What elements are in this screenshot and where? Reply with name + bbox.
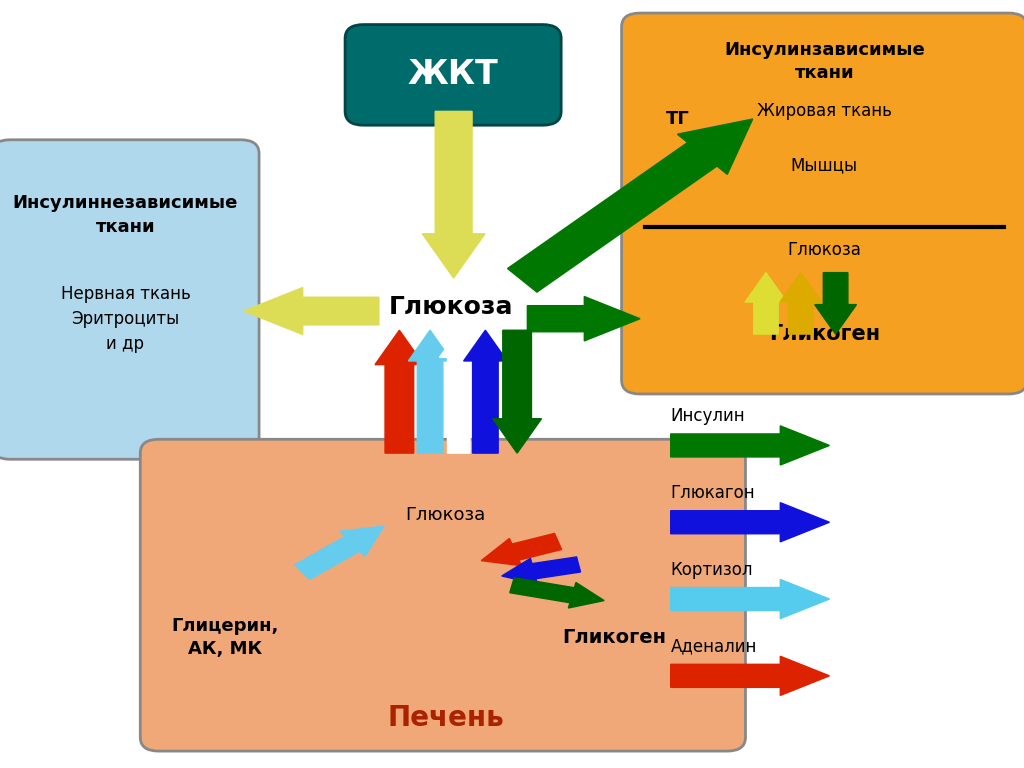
Polygon shape (422, 111, 485, 278)
Polygon shape (745, 273, 786, 334)
Polygon shape (671, 502, 829, 542)
Text: Кортизол: Кортизол (671, 561, 754, 579)
Text: Гликоген: Гликоген (562, 628, 667, 647)
Text: Гликоген: Гликоген (769, 324, 880, 344)
Polygon shape (671, 425, 829, 465)
Polygon shape (671, 656, 829, 696)
Polygon shape (409, 330, 452, 453)
Polygon shape (815, 273, 856, 334)
FancyBboxPatch shape (345, 25, 561, 125)
Text: Инсулинзависимые
ткани: Инсулинзависимые ткани (724, 41, 925, 82)
Polygon shape (295, 526, 384, 580)
FancyBboxPatch shape (622, 13, 1024, 394)
Text: ТГ: ТГ (666, 110, 689, 128)
Polygon shape (244, 287, 379, 335)
Polygon shape (493, 330, 542, 453)
Polygon shape (671, 580, 829, 619)
Text: Нервная ткань
Эритроциты
и др: Нервная ткань Эритроциты и др (60, 285, 190, 353)
Text: Инсулиннезависимые
ткани: Инсулиннезависимые ткани (12, 194, 239, 236)
Polygon shape (510, 578, 604, 608)
Polygon shape (481, 534, 561, 566)
Text: Глюкоза: Глюкоза (388, 295, 513, 319)
Polygon shape (527, 296, 640, 341)
Text: Глюкоза: Глюкоза (406, 505, 485, 524)
Text: Аденалин: Аденалин (671, 637, 757, 656)
Text: Мышцы: Мышцы (791, 156, 858, 174)
FancyBboxPatch shape (140, 439, 745, 751)
Polygon shape (502, 557, 581, 584)
Polygon shape (780, 273, 821, 334)
Text: Глюкоза: Глюкоза (787, 240, 861, 259)
Polygon shape (375, 330, 424, 453)
Polygon shape (508, 119, 753, 292)
Polygon shape (464, 330, 507, 453)
Text: Инсулин: Инсулин (671, 407, 745, 425)
Text: ЖКТ: ЖКТ (408, 58, 499, 91)
FancyBboxPatch shape (0, 140, 259, 459)
Text: Глицерин,
АК, МК: Глицерин, АК, МК (172, 617, 279, 658)
Text: Жировая ткань: Жировая ткань (757, 102, 892, 121)
Polygon shape (439, 330, 478, 453)
Text: Печень: Печень (387, 704, 504, 732)
Text: Глюкагон: Глюкагон (671, 484, 756, 502)
